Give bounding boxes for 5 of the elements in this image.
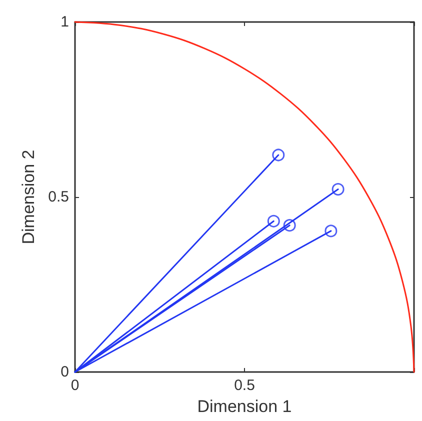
x-axis-title: Dimension 1 bbox=[197, 396, 292, 416]
y-tick-label: 1 bbox=[60, 14, 69, 30]
y-axis-title: Dimension 2 bbox=[19, 150, 38, 244]
y-tick-label: 0 bbox=[60, 364, 69, 380]
y-tick-label: 0.5 bbox=[48, 188, 69, 206]
